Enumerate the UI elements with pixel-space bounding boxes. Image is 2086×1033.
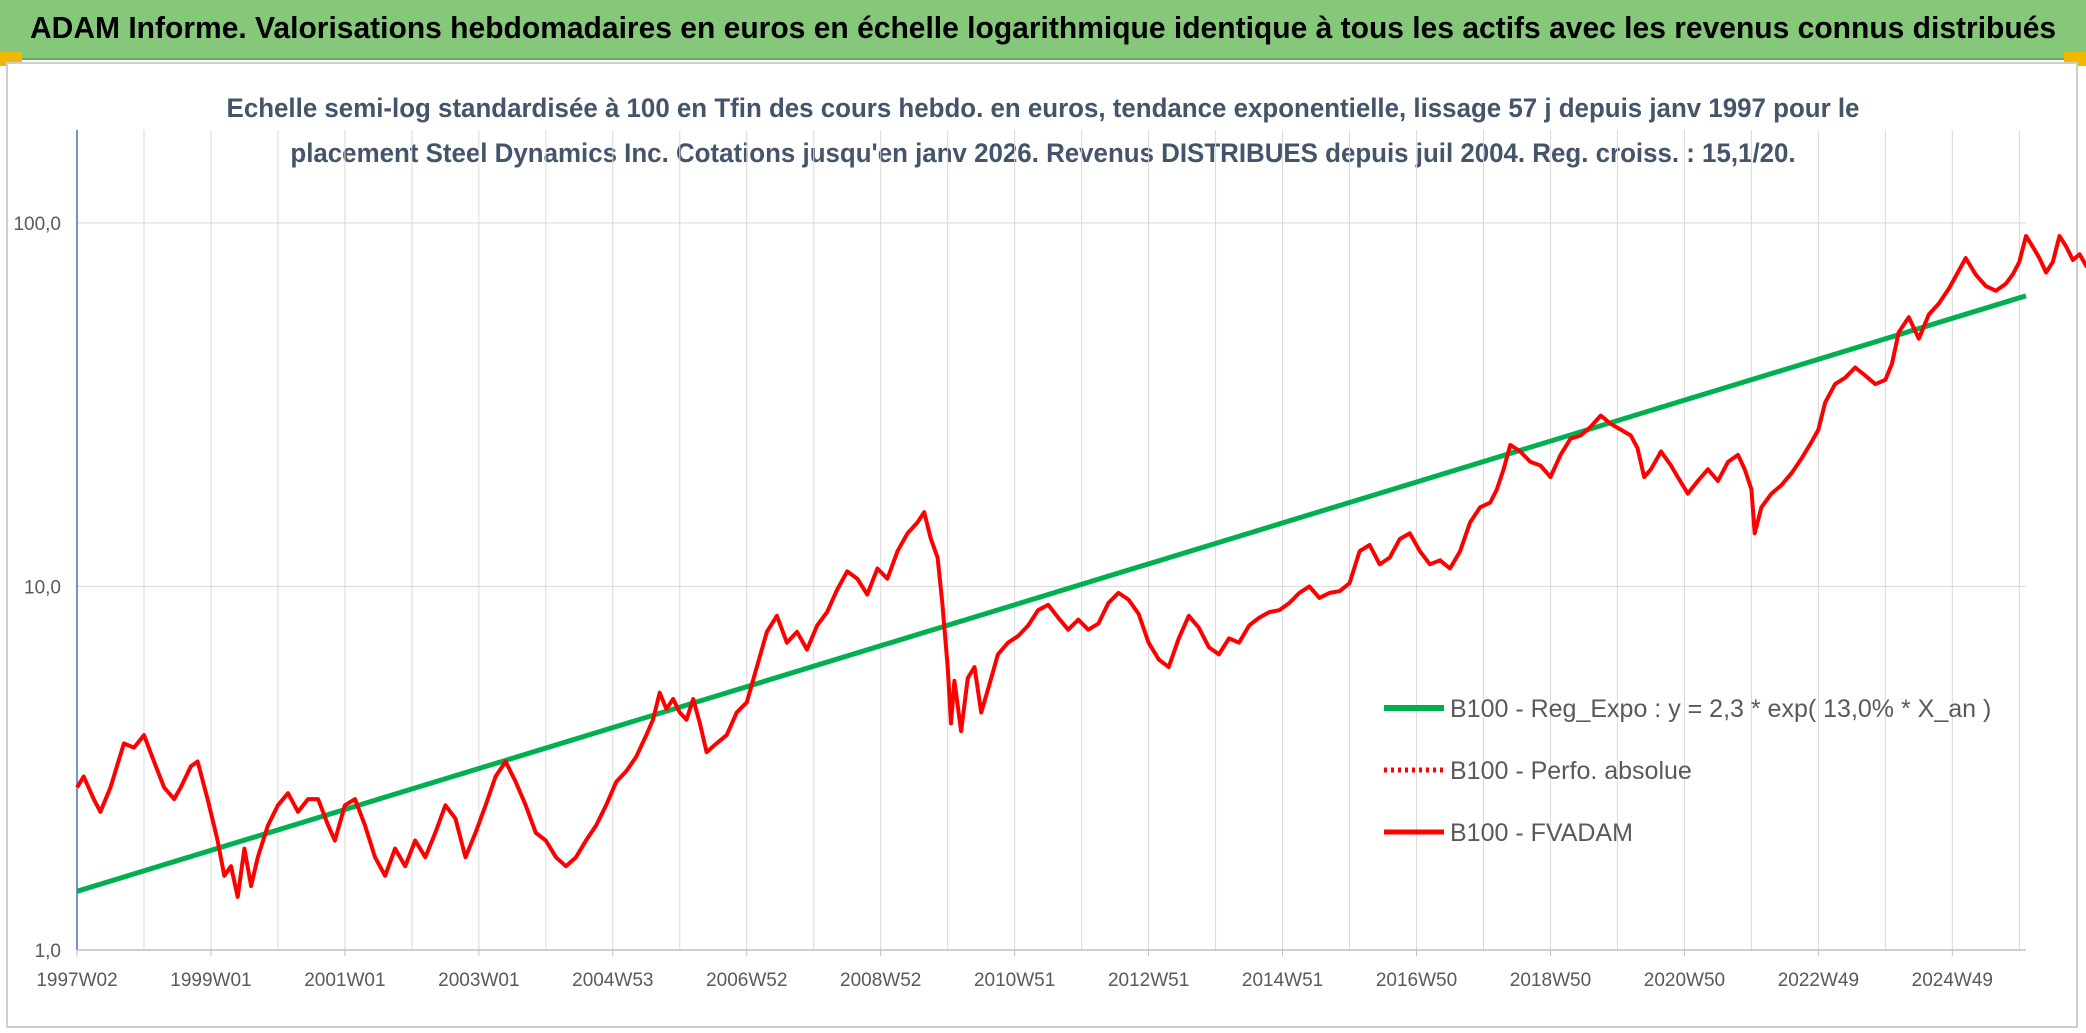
y-tick-label: 10,0: [24, 577, 61, 598]
chart-title: Echelle semi-log standardisée à 100 en T…: [0, 86, 2086, 176]
header-banner: ADAM Informe. Valorisations hebdomadaire…: [0, 0, 2086, 60]
x-tick-label: 1997W02: [36, 970, 117, 991]
x-tick-label: 2016W50: [1376, 970, 1457, 991]
x-tick-label: 2008W52: [840, 970, 921, 991]
x-tick-label: 2022W49: [1778, 970, 1859, 991]
axes: 1,0 10,0 100,0 1997W02 1999W01 2001W01 2003W01…: [13, 130, 2026, 991]
x-tick-label: 2014W51: [1242, 970, 1323, 991]
series-lines: [75, 234, 2086, 899]
y-tick-label: 1,0: [35, 941, 61, 962]
x-tick-label: 2012W51: [1108, 970, 1189, 991]
x-tick-label: 2006W52: [706, 970, 787, 991]
x-tick-label: 2024W49: [1912, 970, 1993, 991]
x-tick-label: 2020W50: [1644, 970, 1725, 991]
chart-title-line-1: Echelle semi-log standardisée à 100 en T…: [226, 93, 1860, 123]
x-tick-label: 1999W01: [170, 970, 251, 991]
x-tick-label: 2003W01: [438, 970, 519, 991]
legend-label-0: B100 - Reg_Expo : y = 2,3 * exp( 13,0% *…: [1450, 695, 1991, 723]
x-tick-label: 2018W50: [1510, 970, 1591, 991]
banner-title: ADAM Informe. Valorisations hebdomadaire…: [30, 10, 2057, 45]
legend-label-1: B100 - Perfo. absolue: [1450, 757, 1692, 785]
series-line-2: [75, 234, 2086, 899]
grid-lines: [76, 130, 2026, 951]
chart-title-line-2: placement Steel Dynamics Inc. Cotations …: [290, 138, 1796, 168]
x-tick-label: 2001W01: [304, 970, 385, 991]
x-tick-label: 2004W53: [572, 970, 653, 991]
x-tick-label: 2010W51: [974, 970, 1055, 991]
legend-label-2: B100 - FVADAM: [1450, 819, 1633, 847]
y-tick-label: 100,0: [13, 214, 61, 235]
legend: B100 - Reg_Expo : y = 2,3 * exp( 13,0% *…: [1384, 695, 1991, 847]
series-line-0: [76, 293, 2027, 894]
